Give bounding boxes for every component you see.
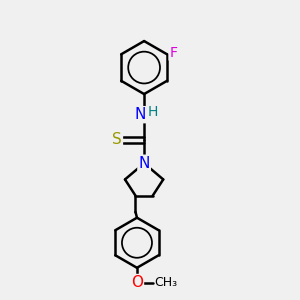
Text: H: H [148,105,158,119]
Text: S: S [112,132,122,147]
Text: O: O [131,275,143,290]
Text: N: N [138,156,150,171]
Text: CH₃: CH₃ [154,276,178,289]
Text: N: N [134,107,146,122]
Text: F: F [169,46,178,60]
